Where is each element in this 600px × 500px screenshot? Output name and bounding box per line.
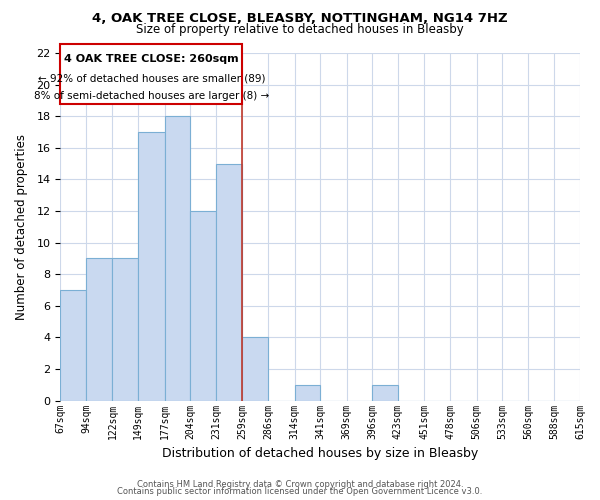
Bar	[138, 132, 164, 400]
Bar	[242, 338, 268, 400]
X-axis label: Distribution of detached houses by size in Bleasby: Distribution of detached houses by size …	[162, 447, 478, 460]
Y-axis label: Number of detached properties: Number of detached properties	[15, 134, 28, 320]
Bar	[61, 290, 86, 401]
Text: Contains HM Land Registry data © Crown copyright and database right 2024.: Contains HM Land Registry data © Crown c…	[137, 480, 463, 489]
Text: Contains public sector information licensed under the Open Government Licence v3: Contains public sector information licen…	[118, 487, 482, 496]
Text: Size of property relative to detached houses in Bleasby: Size of property relative to detached ho…	[136, 22, 464, 36]
Bar	[86, 258, 112, 400]
Bar	[112, 258, 138, 400]
Bar	[216, 164, 242, 400]
Bar	[295, 385, 320, 400]
Text: 4, OAK TREE CLOSE, BLEASBY, NOTTINGHAM, NG14 7HZ: 4, OAK TREE CLOSE, BLEASBY, NOTTINGHAM, …	[92, 12, 508, 26]
Text: ← 92% of detached houses are smaller (89): ← 92% of detached houses are smaller (89…	[38, 74, 265, 84]
Text: 8% of semi-detached houses are larger (8) →: 8% of semi-detached houses are larger (8…	[34, 90, 269, 101]
Bar	[61, 44, 242, 104]
Bar	[190, 211, 216, 400]
Bar	[373, 385, 398, 400]
Bar	[164, 116, 190, 401]
Text: 4 OAK TREE CLOSE: 260sqm: 4 OAK TREE CLOSE: 260sqm	[64, 54, 239, 64]
